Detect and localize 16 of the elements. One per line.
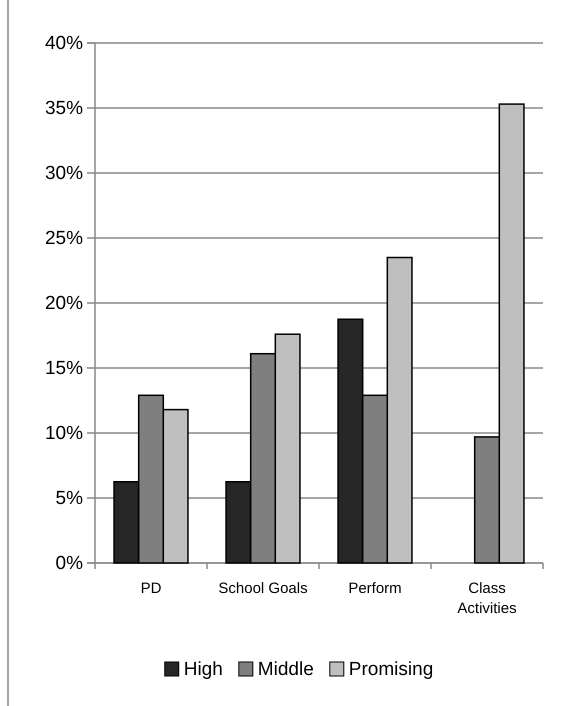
y-tick-label: 30% [44, 163, 84, 184]
y-tick-label: 0% [56, 553, 84, 574]
legend-label: High [184, 659, 223, 680]
legend-label: Middle [258, 659, 314, 680]
y-tick-label: 15% [44, 358, 84, 380]
y-tick-label: 20% [44, 293, 84, 314]
legend-label: Promising [348, 659, 434, 680]
y-tick-label: 10% [44, 423, 84, 444]
x-tick-label: School Goals [218, 580, 308, 597]
y-tick-label: 5% [56, 488, 84, 510]
x-tick-label: Perform [348, 580, 402, 597]
y-tick-label: 40% [44, 33, 84, 54]
y-tick-label: 35% [44, 98, 84, 120]
x-tick-label: PD [140, 580, 162, 597]
y-tick-label: 25% [44, 228, 84, 250]
x-tick-label: Class Activities [457, 580, 517, 617]
